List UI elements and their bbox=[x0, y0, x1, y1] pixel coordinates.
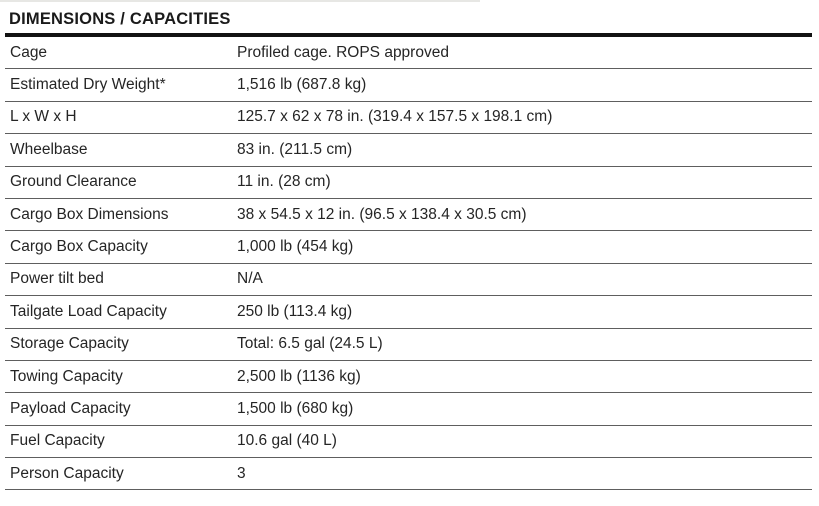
row-value: 250 lb (113.4 kg) bbox=[237, 302, 353, 320]
row-label: L x W x H bbox=[10, 108, 77, 126]
row-label: Cargo Box Dimensions bbox=[10, 205, 169, 223]
row-value: 2,500 lb (1136 kg) bbox=[237, 367, 361, 385]
title-rule bbox=[5, 33, 812, 37]
spec-table: Cage Profiled cage. ROPS approved Estima… bbox=[5, 37, 812, 491]
table-row: Person Capacity 3 bbox=[5, 458, 812, 491]
row-label: Person Capacity bbox=[10, 464, 124, 482]
row-label: Storage Capacity bbox=[10, 335, 129, 353]
table-row: L x W x H 125.7 x 62 x 78 in. (319.4 x 1… bbox=[5, 102, 812, 135]
row-label: Cargo Box Capacity bbox=[10, 238, 148, 256]
row-value: 83 in. (211.5 cm) bbox=[237, 140, 353, 158]
table-row: Estimated Dry Weight* 1,516 lb (687.8 kg… bbox=[5, 69, 812, 102]
section-title: DIMENSIONS / CAPACITIES bbox=[9, 10, 231, 28]
spec-sheet: DIMENSIONS / CAPACITIES Cage Profiled ca… bbox=[5, 0, 812, 491]
table-row: Wheelbase 83 in. (211.5 cm) bbox=[5, 134, 812, 167]
table-row: Towing Capacity 2,500 lb (1136 kg) bbox=[5, 361, 812, 394]
row-value: Total: 6.5 gal (24.5 L) bbox=[237, 335, 383, 353]
table-row: Cargo Box Dimensions 38 x 54.5 x 12 in. … bbox=[5, 199, 812, 232]
row-label: Wheelbase bbox=[10, 140, 88, 158]
table-row: Fuel Capacity 10.6 gal (40 L) bbox=[5, 426, 812, 459]
row-value: 38 x 54.5 x 12 in. (96.5 x 138.4 x 30.5 … bbox=[237, 205, 527, 223]
row-value: N/A bbox=[237, 270, 263, 288]
row-label: Payload Capacity bbox=[10, 399, 131, 417]
table-row: Ground Clearance 11 in. (28 cm) bbox=[5, 167, 812, 199]
row-value: 1,000 lb (454 kg) bbox=[237, 238, 354, 256]
row-label: Ground Clearance bbox=[10, 173, 137, 191]
row-value: 1,500 lb (680 kg) bbox=[237, 399, 354, 417]
table-row: Cage Profiled cage. ROPS approved bbox=[5, 37, 812, 70]
row-value: 1,516 lb (687.8 kg) bbox=[237, 76, 367, 94]
row-value: 125.7 x 62 x 78 in. (319.4 x 157.5 x 198… bbox=[237, 108, 553, 126]
row-value: 10.6 gal (40 L) bbox=[237, 432, 337, 450]
scan-artifact bbox=[0, 0, 480, 2]
row-label: Towing Capacity bbox=[10, 367, 123, 385]
table-row: Payload Capacity 1,500 lb (680 kg) bbox=[5, 393, 812, 426]
row-label: Power tilt bed bbox=[10, 270, 104, 288]
table-row: Cargo Box Capacity 1,000 lb (454 kg) bbox=[5, 231, 812, 264]
row-label: Fuel Capacity bbox=[10, 432, 105, 450]
table-row: Storage Capacity Total: 6.5 gal (24.5 L) bbox=[5, 329, 812, 361]
table-row: Power tilt bed N/A bbox=[5, 264, 812, 297]
row-label: Cage bbox=[10, 43, 48, 61]
table-row: Tailgate Load Capacity 250 lb (113.4 kg) bbox=[5, 296, 812, 329]
row-value: 11 in. (28 cm) bbox=[237, 173, 331, 191]
row-label: Estimated Dry Weight* bbox=[10, 76, 166, 94]
row-label: Tailgate Load Capacity bbox=[10, 302, 167, 320]
row-value: Profiled cage. ROPS approved bbox=[237, 43, 449, 61]
row-value: 3 bbox=[237, 464, 246, 482]
